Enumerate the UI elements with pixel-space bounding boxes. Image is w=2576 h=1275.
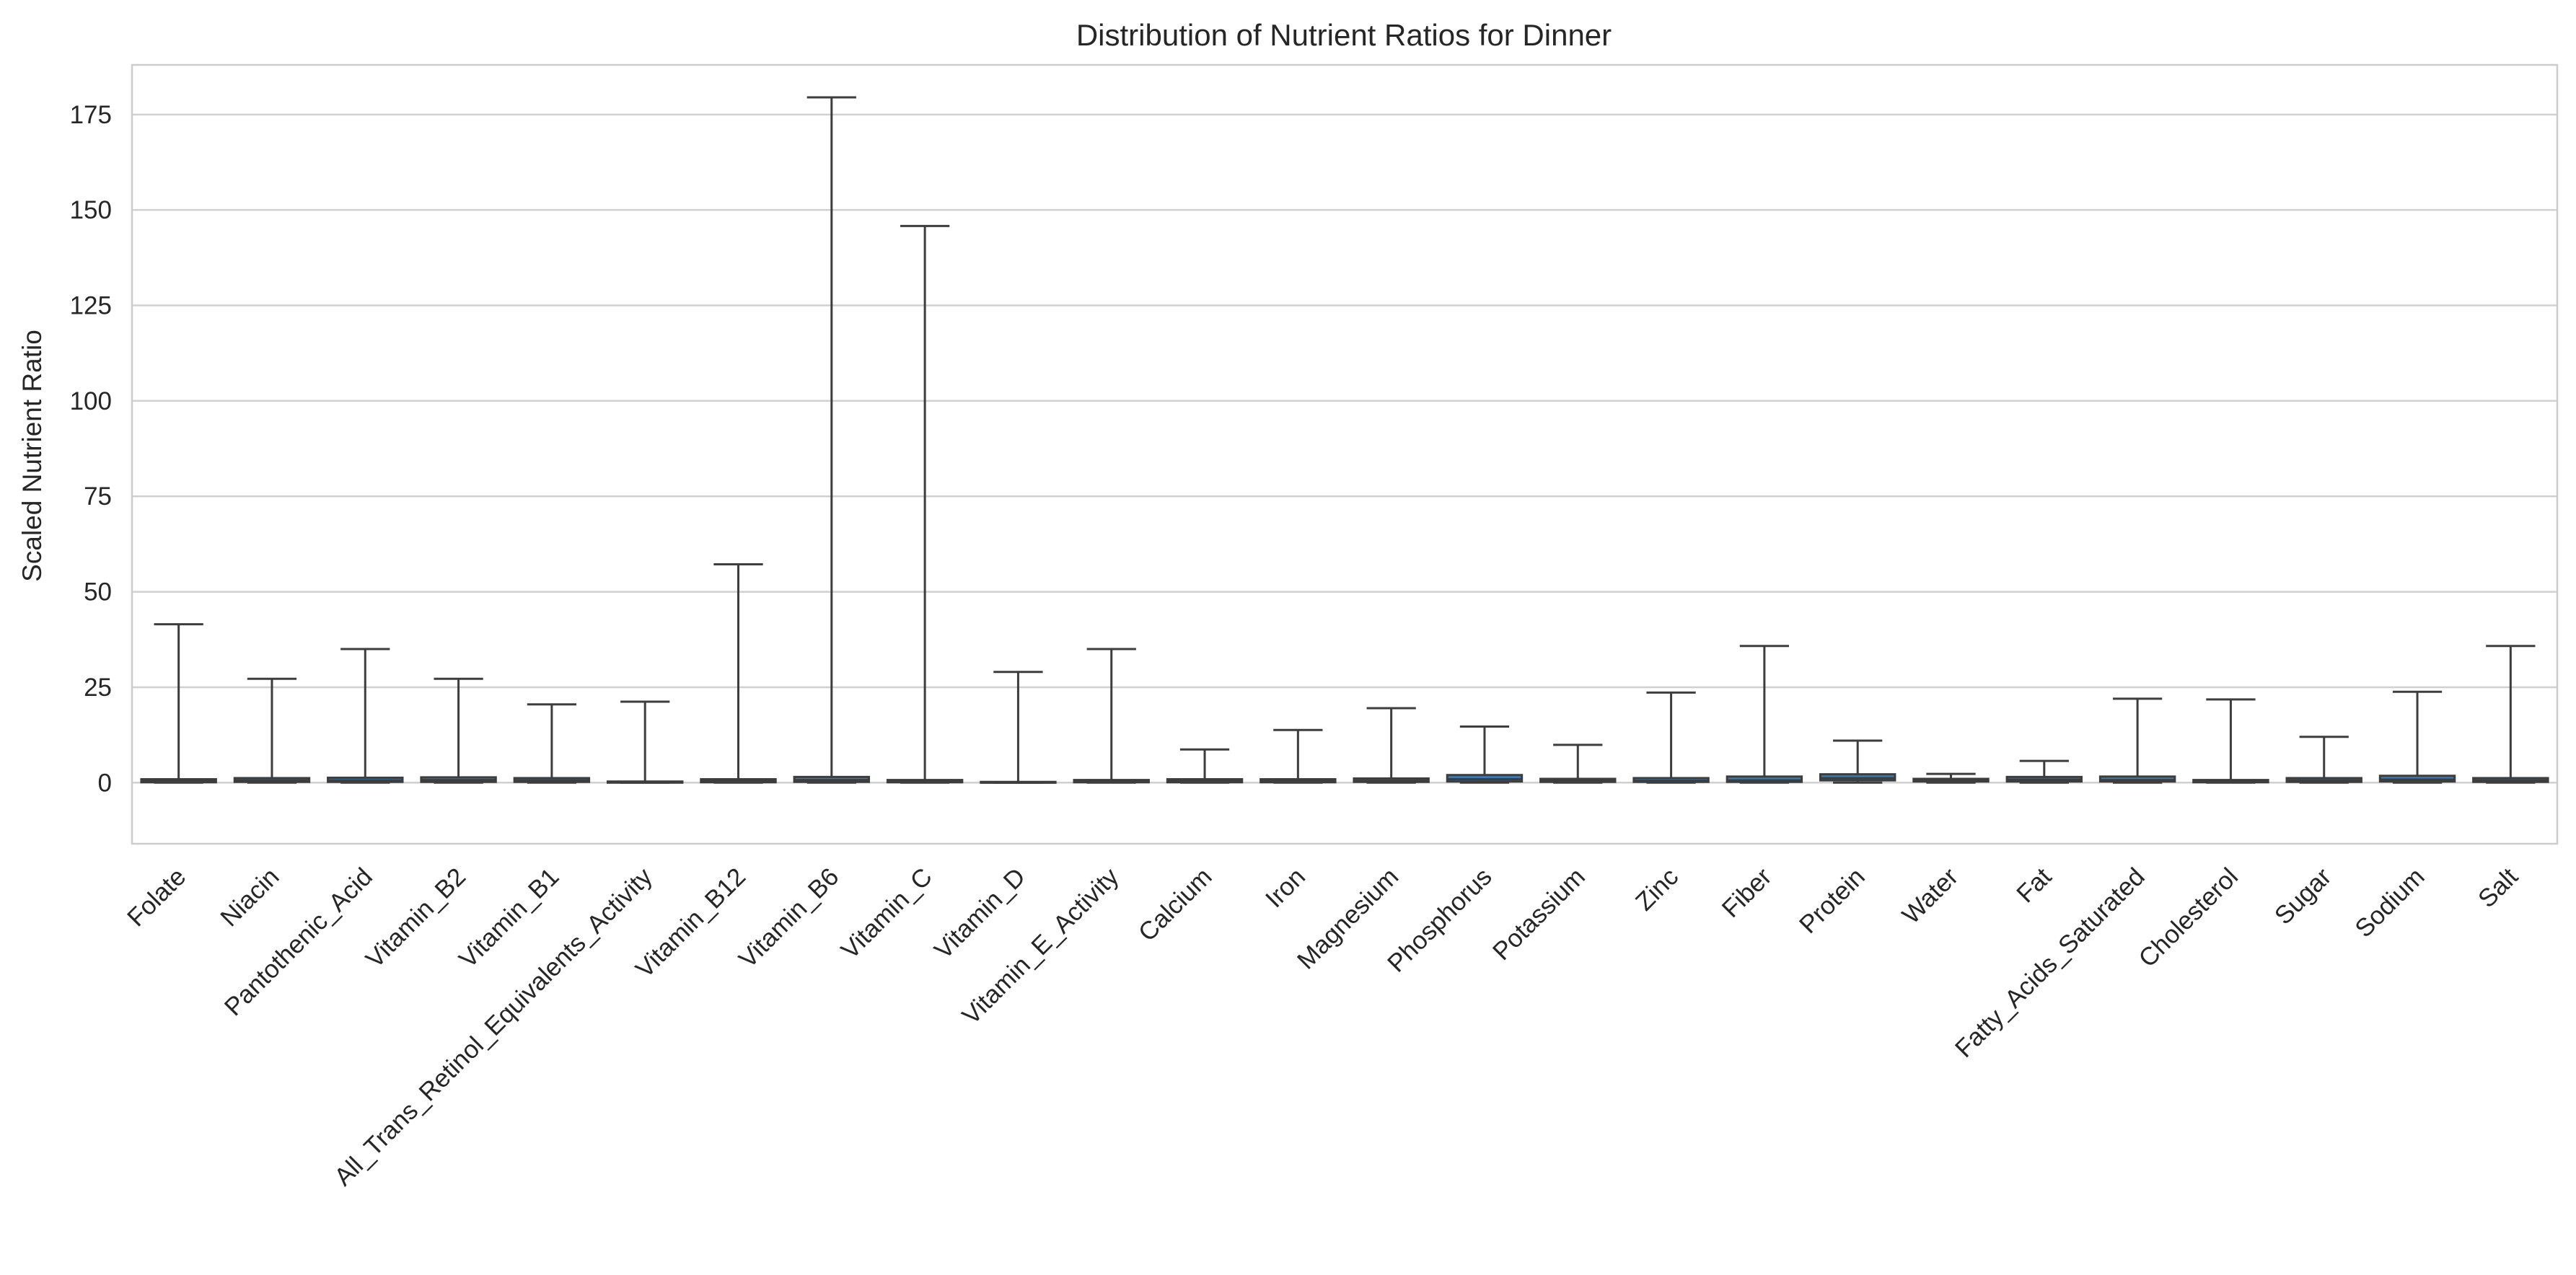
- box-vitamin_c: [886, 224, 964, 784]
- x-tick-label: Fat: [2011, 862, 2057, 909]
- box-water: [1912, 772, 1990, 784]
- box-niacin: [233, 677, 311, 784]
- box-vitamin_b6: [793, 96, 871, 784]
- y-tick-label: 50: [84, 578, 112, 606]
- box-calcium: [1166, 748, 1244, 784]
- box-cholesterol: [2192, 698, 2269, 784]
- y-tick-label: 0: [98, 769, 112, 797]
- box-salt: [2472, 645, 2549, 784]
- x-tick-label: Calcium: [1133, 862, 1218, 947]
- box-vitamin_e_activity: [1073, 648, 1150, 784]
- y-tick-label: 75: [84, 482, 112, 511]
- x-tick-label: Vitamin_C: [835, 862, 937, 964]
- x-tick-label: Sodium: [2349, 862, 2430, 943]
- y-tick-label: 150: [70, 196, 112, 224]
- x-tick-label: Vitamin_D: [929, 862, 1031, 964]
- x-tick-label: Sugar: [2269, 862, 2337, 930]
- box-sugar: [2285, 736, 2362, 784]
- box-iron: [1260, 728, 1337, 784]
- y-tick-label: 175: [70, 101, 112, 129]
- box-vitamin_d: [980, 671, 1057, 784]
- y-tick-label: 100: [70, 387, 112, 415]
- gridlines: [132, 113, 2557, 784]
- x-tick-label: Water: [1896, 862, 1964, 930]
- x-tick-label: All_Trans_Retinol_Equivalents_Activity: [329, 862, 658, 1191]
- x-tick-label: Cholesterol: [2133, 862, 2243, 973]
- x-ticks: Folate NiacinPantothenic_AcidVitamin_B2Vi…: [122, 862, 2523, 1191]
- plot-frame: [131, 63, 2559, 845]
- y-tick-label: 125: [70, 292, 112, 320]
- x-tick-label: Niacin: [215, 862, 284, 932]
- box-sodium: [2378, 690, 2456, 784]
- box-magnesium: [1353, 707, 1430, 784]
- x-tick-label: Potassium: [1487, 862, 1591, 966]
- x-tick-label: Zinc: [1630, 862, 1684, 916]
- box-fat: [2005, 759, 2083, 784]
- box-protein: [1819, 739, 1896, 784]
- x-tick-label: Vitamin_B2: [361, 862, 472, 974]
- box-potassium: [1539, 744, 1617, 784]
- box-vitamin_b1: [513, 703, 591, 784]
- boxes: [140, 96, 2549, 784]
- box-all_trans_retinol_equivalents_activity: [606, 700, 684, 784]
- y-tick-label: 25: [84, 674, 112, 702]
- box-phosphorus: [1446, 725, 1524, 784]
- x-tick-label: Fiber: [1717, 862, 1777, 923]
- box-folate: [140, 623, 217, 784]
- x-tick-label: Protein: [1794, 862, 1871, 939]
- box-zinc: [1632, 691, 1710, 784]
- box-iqr: [1726, 775, 1803, 783]
- box-pantothenic_acid: [327, 648, 404, 784]
- x-tick-label: Folate: [122, 862, 191, 932]
- x-tick-label: Fatty_Acids_Saturated: [1950, 862, 2150, 1063]
- box-fiber: [1726, 645, 1803, 784]
- y-ticks: 0 25 50 75 100 125 150 175: [70, 101, 112, 797]
- x-tick-label: Salt: [2473, 862, 2523, 913]
- box-vitamin_b2: [420, 677, 497, 784]
- x-tick-label: Vitamin_E_Activity: [957, 862, 1124, 1030]
- chart-title: Distribution of Nutrient Ratios for Dinn…: [1076, 18, 1612, 52]
- box-vitamin_b12: [700, 562, 777, 784]
- x-tick-label: Iron: [1260, 862, 1311, 913]
- box-fatty_acids_saturated: [2098, 697, 2176, 784]
- x-tick-label: Vitamin_B6: [734, 862, 845, 974]
- y-axis-label: Scaled Nutrient Ratio: [17, 330, 47, 582]
